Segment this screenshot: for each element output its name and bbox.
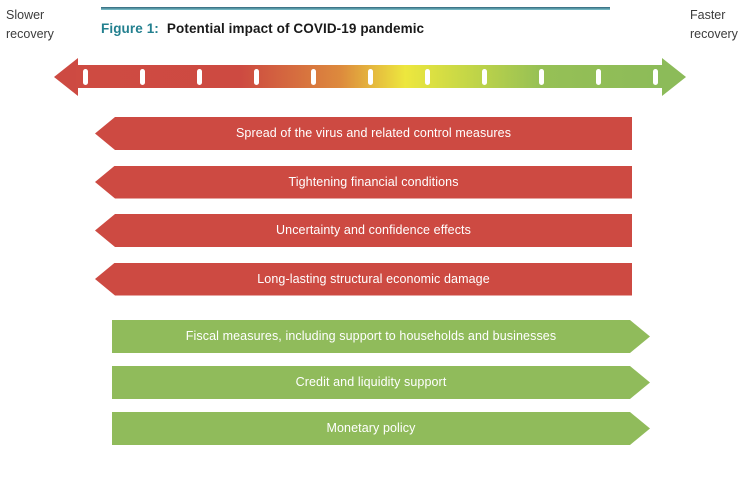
figure-number-label: Figure 1: bbox=[101, 21, 159, 36]
figure-title: Figure 1: Potential impact of COVID-19 pa… bbox=[101, 21, 424, 36]
left-arrowhead-icon bbox=[54, 58, 78, 96]
faster-recovery-label: Faster recovery bbox=[690, 8, 738, 41]
scale-tick bbox=[539, 69, 544, 85]
scale-tick bbox=[482, 69, 487, 85]
scale-tick bbox=[140, 69, 145, 85]
negative-factor-bar: Spread of the virus and related control … bbox=[95, 117, 632, 150]
recovery-speed-scale bbox=[0, 57, 750, 97]
figure-title-text: Potential impact of COVID-19 pandemic bbox=[166, 21, 425, 36]
impact-factor-bars: Spread of the virus and related control … bbox=[95, 117, 650, 458]
negative-factor-bar: Long-lasting structural economic damage bbox=[95, 262, 632, 296]
slower-recovery-label: Slower recovery bbox=[6, 8, 54, 41]
scale-tick bbox=[596, 69, 601, 85]
negative-factor-bar: Tightening financial conditions bbox=[95, 165, 632, 199]
positive-factor-bar: Monetary policy bbox=[112, 412, 650, 445]
scale-tick bbox=[254, 69, 259, 85]
negative-factor-bar: Uncertainty and confidence effects bbox=[95, 214, 632, 247]
positive-factor-bar: Credit and liquidity support bbox=[112, 366, 650, 399]
scale-tick bbox=[425, 69, 430, 85]
right-arrowhead-icon bbox=[662, 58, 686, 96]
scale-tick bbox=[83, 69, 88, 85]
scale-tick bbox=[653, 69, 658, 85]
scale-tick bbox=[311, 69, 316, 85]
positive-factors-group: Fiscal measures, including support to ho… bbox=[95, 320, 650, 445]
positive-factor-bar: Fiscal measures, including support to ho… bbox=[112, 320, 650, 353]
negative-factors-group: Spread of the virus and related control … bbox=[95, 117, 650, 296]
scale-tick bbox=[197, 69, 202, 85]
scale-tick bbox=[368, 69, 373, 85]
header-rule bbox=[101, 7, 610, 10]
